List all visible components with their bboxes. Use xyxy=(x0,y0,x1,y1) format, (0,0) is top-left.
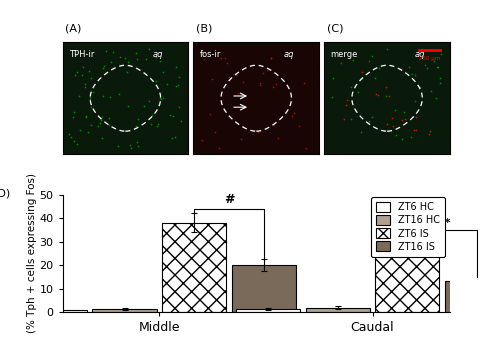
Point xyxy=(489,36,497,41)
Bar xyxy=(162,223,226,312)
Bar xyxy=(236,309,300,312)
Bar xyxy=(22,310,87,312)
Text: 250 μm: 250 μm xyxy=(418,55,440,61)
Bar xyxy=(92,309,156,312)
Text: (A): (A) xyxy=(65,23,82,33)
Bar xyxy=(232,265,296,312)
Text: aq: aq xyxy=(415,50,426,59)
Text: (D): (D) xyxy=(0,189,10,199)
Bar xyxy=(445,280,500,312)
Text: ***: *** xyxy=(434,218,451,227)
Text: aq: aq xyxy=(153,50,164,59)
Point xyxy=(256,0,264,3)
Text: (C): (C) xyxy=(326,23,343,33)
Bar xyxy=(376,244,440,312)
Text: fos-ir: fos-ir xyxy=(200,50,221,59)
Text: (B): (B) xyxy=(196,23,212,33)
Y-axis label: (% Tph + cells expressing Fos): (% Tph + cells expressing Fos) xyxy=(26,173,36,333)
Text: #: # xyxy=(224,193,234,206)
Text: aq: aq xyxy=(284,50,294,59)
Legend: ZT6 HC, ZT16 HC, ZT6 IS, ZT16 IS: ZT6 HC, ZT16 HC, ZT6 IS, ZT16 IS xyxy=(371,197,445,257)
Bar xyxy=(306,308,370,312)
Text: TPH-ir: TPH-ir xyxy=(69,50,94,59)
Text: merge: merge xyxy=(330,50,358,59)
